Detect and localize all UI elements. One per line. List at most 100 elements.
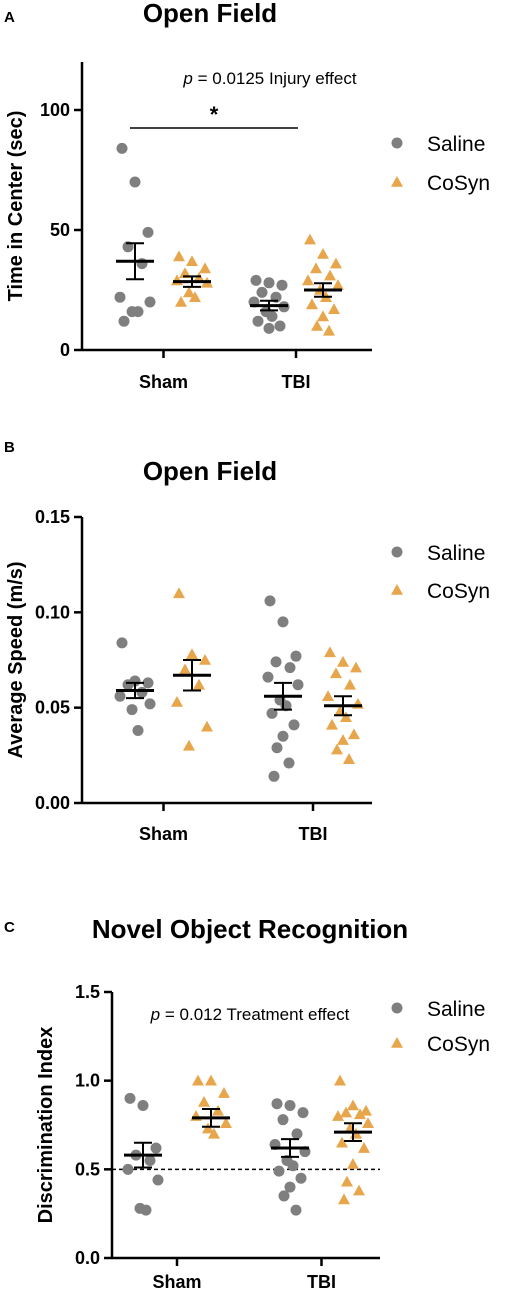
- data-point: [262, 671, 274, 683]
- panel-a: A Open Field 0 50 100 Time in Center (sec) Sha…: [0, 0, 505, 430]
- y-tick-label: 0.00: [35, 793, 70, 813]
- stat-annotation: p = 0.0125 Injury effect: [182, 69, 356, 88]
- panel-letter: A: [4, 9, 15, 26]
- y-tick-label: 0.05: [35, 698, 70, 718]
- y-tick-label: 0.5: [75, 1159, 100, 1179]
- x-category-label: Sham: [139, 824, 188, 844]
- data-point: [324, 646, 336, 658]
- legend-marker-saline: [391, 137, 403, 149]
- x-category-label: Sham: [139, 372, 188, 392]
- data-point: [331, 743, 343, 755]
- data-point: [291, 1128, 303, 1140]
- data-point: [295, 1172, 307, 1184]
- data-point: [268, 770, 280, 782]
- chart-title: Novel Object Recognition: [92, 914, 408, 944]
- x-category-label: TBI: [307, 1272, 336, 1292]
- data-point: [306, 298, 318, 310]
- data-point: [136, 686, 148, 698]
- data-point: [341, 1175, 353, 1187]
- data-point: [283, 757, 295, 769]
- legend-marker-saline: [391, 546, 403, 558]
- x-category-label: TBI: [299, 824, 328, 844]
- data-point: [198, 1095, 210, 1107]
- y-tick-label: 1.0: [75, 1071, 100, 1091]
- data-point: [276, 279, 288, 291]
- data-point: [140, 1204, 152, 1216]
- data-point: [292, 679, 304, 691]
- data-point: [192, 1074, 204, 1086]
- data-point: [332, 279, 344, 290]
- data-point: [252, 315, 264, 327]
- data-point: [142, 226, 154, 238]
- data-point: [186, 648, 198, 660]
- data-point: [212, 1104, 224, 1116]
- legend-label-saline: Saline: [427, 998, 485, 1021]
- data-point: [290, 650, 302, 662]
- data-point: [132, 725, 144, 737]
- stat-annotation-p: p: [182, 69, 192, 88]
- data-point: [208, 1127, 220, 1139]
- x-category-label: Sham: [152, 1272, 201, 1292]
- y-tick-label: 100: [40, 100, 70, 120]
- data-point: [250, 274, 262, 286]
- data-point: [144, 1154, 156, 1166]
- data-point: [271, 1098, 283, 1110]
- y-tick-label: 0.10: [35, 602, 70, 622]
- stat-annotation-p: p: [150, 1005, 160, 1024]
- data-point: [114, 291, 126, 303]
- data-point: [179, 267, 191, 278]
- data-point: [193, 678, 205, 690]
- data-point: [338, 1193, 350, 1205]
- legend-marker-saline: [391, 1002, 403, 1014]
- stat-annotation-text: = 0.0125 Injury effect: [193, 69, 357, 88]
- data-point: [353, 1184, 365, 1196]
- data-point: [347, 1158, 359, 1169]
- data-point: [290, 1204, 302, 1216]
- data-point: [116, 637, 128, 649]
- panel-b: B Open Field 0.00 0.05 0.10 0.15 Average Speed…: [0, 430, 505, 860]
- data-point: [277, 1114, 289, 1126]
- data-point: [277, 730, 289, 742]
- legend-marker-cosyn: [391, 176, 403, 187]
- data-point: [323, 324, 335, 336]
- y-tick-label: 0.15: [35, 507, 70, 527]
- data-point: [199, 654, 211, 665]
- x-category-label: TBI: [282, 372, 311, 392]
- legend-marker-cosyn: [391, 584, 403, 595]
- data-point: [302, 274, 314, 286]
- legend-marker-cosyn: [391, 1037, 403, 1048]
- y-tick-label: 50: [50, 220, 70, 240]
- y-tick-label: 0.0: [75, 1248, 100, 1268]
- data-point: [270, 656, 282, 668]
- data-point: [122, 1163, 134, 1175]
- data-point: [332, 1110, 344, 1121]
- data-point: [220, 1117, 232, 1129]
- data-point: [114, 690, 126, 702]
- data-point: [150, 1142, 162, 1154]
- panel-c: C Novel Object Recognition 0.0 0.5 1.0 1.5 Dis…: [0, 860, 505, 1300]
- data-point: [256, 286, 268, 298]
- chart-title: Open Field: [143, 456, 277, 486]
- legend-label-saline: Saline: [427, 133, 485, 156]
- data-point: [218, 1087, 230, 1098]
- data-point: [126, 704, 138, 716]
- data-point: [288, 719, 300, 731]
- significance-star: *: [210, 102, 219, 127]
- data-point: [350, 661, 362, 673]
- open-field-center-time-chart: A Open Field 0 50 100 Time in Center (sec) Sha…: [4, 0, 490, 392]
- stat-annotation: p = 0.012 Treatment effect: [150, 1005, 350, 1024]
- data-point: [334, 1074, 346, 1086]
- data-point: [266, 707, 278, 719]
- legend-label-cosyn: CoSyn: [427, 1033, 490, 1056]
- panel-letter: C: [4, 919, 15, 936]
- data-point: [264, 595, 276, 607]
- y-axis-label: Discrimination Index: [35, 1027, 57, 1224]
- data-point: [330, 257, 342, 269]
- data-point: [183, 286, 195, 298]
- data-point: [273, 1165, 285, 1177]
- data-point: [340, 711, 352, 722]
- data-point: [348, 728, 360, 740]
- data-point: [360, 1104, 372, 1116]
- data-point: [124, 1092, 136, 1104]
- y-axis-label: Average Speed (m/s): [5, 561, 27, 758]
